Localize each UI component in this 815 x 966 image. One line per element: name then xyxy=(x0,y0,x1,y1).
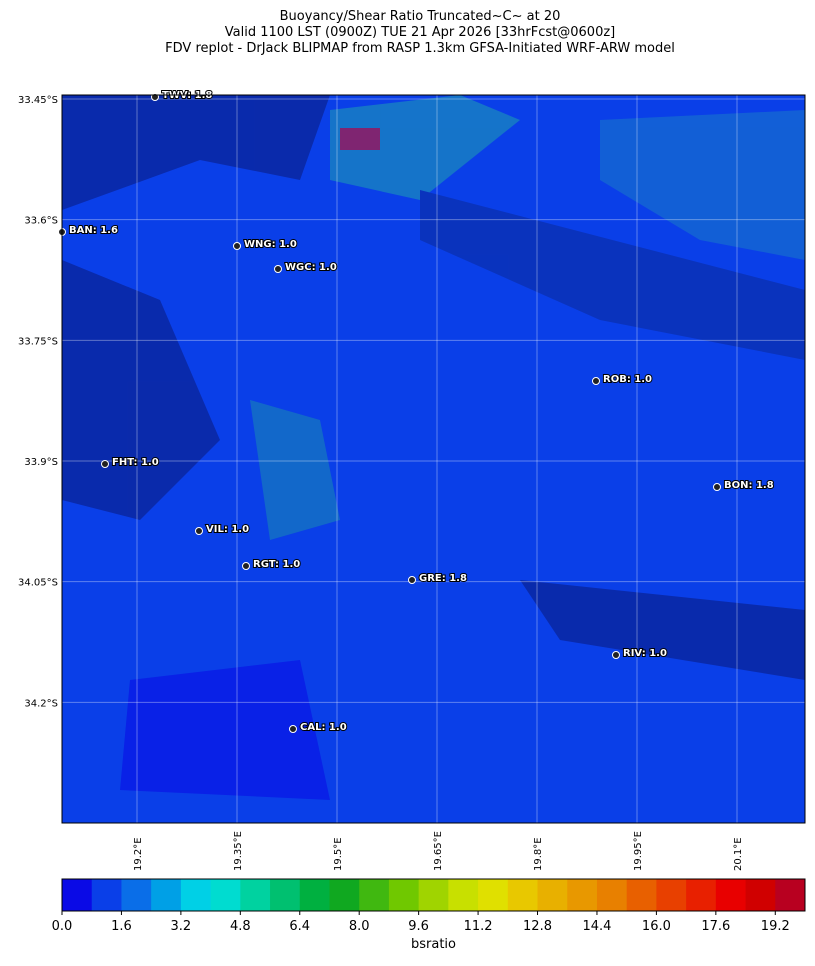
station-label: BON: 1.8 xyxy=(724,480,774,491)
station-marker xyxy=(242,562,250,570)
axis-labels: 19.2°E 19.35°E 19.5°E 19.65°E 19.8°E 19.95°E 2… xyxy=(18,95,744,871)
colorbar-swatch xyxy=(329,879,360,911)
terrain-dark xyxy=(62,260,220,520)
map-frame xyxy=(61,94,806,824)
terrain-low xyxy=(120,660,330,800)
station-label: WGC: 1.0 xyxy=(285,262,337,273)
x-tick-label: 20.1°E xyxy=(733,837,744,871)
colorbar-swatch xyxy=(448,879,479,911)
colorbar-swatch xyxy=(567,879,598,911)
colorbar-swatch xyxy=(359,879,390,911)
station-marker xyxy=(101,460,109,468)
colorbar-swatch xyxy=(270,879,301,911)
station-label: RGT: 1.0 xyxy=(253,559,300,570)
colorbar-swatch xyxy=(775,879,806,911)
title-line: Valid 1100 LST (0900Z) TUE 21 Apr 2026 [… xyxy=(225,25,616,40)
station-label: GRE: 1.8 xyxy=(419,573,467,584)
colorbar-swatch xyxy=(151,879,182,911)
colorbar-tick-label: 14.4 xyxy=(582,919,611,934)
terrain-dark xyxy=(62,95,330,210)
station-marker xyxy=(274,265,282,273)
colorbar-swatch xyxy=(62,879,93,911)
terrain-light xyxy=(250,400,340,540)
x-tick-label: 19.8°E xyxy=(533,837,544,871)
station-label: BAN: 1.6 xyxy=(69,225,118,236)
hotspot xyxy=(340,128,380,150)
colorbar-tick-label: 9.6 xyxy=(408,919,429,934)
terrain-dark xyxy=(420,190,805,360)
colorbar-swatch xyxy=(91,879,122,911)
y-tick-label: 34.05°S xyxy=(18,578,58,589)
colorbar-swatch xyxy=(388,879,420,911)
colorbar-swatch xyxy=(656,879,687,911)
station-label: CAL: 1.0 xyxy=(300,722,347,733)
x-tick-label: 19.65°E xyxy=(433,831,444,871)
station-label: FHT: 1.0 xyxy=(112,457,159,468)
station-marker xyxy=(612,651,620,659)
colorbar-swatch xyxy=(299,879,330,911)
colorbar-swatch xyxy=(537,879,568,911)
colorbar-swatch xyxy=(121,879,152,911)
title-block: Buoyancy/Shear Ratio Truncated~C~ at 20V… xyxy=(165,9,675,56)
colorbar-swatch xyxy=(596,879,628,911)
colorbar-swatch xyxy=(745,879,776,911)
colorbar-swatch xyxy=(626,879,657,911)
colorbar-swatch xyxy=(715,879,747,911)
y-tick-label: 33.75°S xyxy=(18,336,58,347)
colorbar-tick-label: 4.8 xyxy=(230,919,251,934)
station-label: WNG: 1.0 xyxy=(244,239,297,250)
graticule xyxy=(62,95,805,823)
station-marker xyxy=(408,576,416,584)
station-label: VIL: 1.0 xyxy=(206,524,249,535)
station-marker xyxy=(713,483,721,491)
x-tick-label: 19.95°E xyxy=(633,831,644,871)
colorbar-tick-label: 6.4 xyxy=(289,919,310,934)
terrain-shading xyxy=(62,95,805,800)
colorbar-swatch xyxy=(418,879,449,911)
terrain-dark xyxy=(520,580,805,680)
station-marker xyxy=(592,377,600,385)
colorbar-swatch xyxy=(240,879,271,911)
x-tick-label: 19.35°E xyxy=(233,831,244,871)
colorbar-tick-label: 12.8 xyxy=(523,919,552,934)
y-tick-label: 33.9°S xyxy=(24,457,58,468)
colorbar-swatch xyxy=(686,879,717,911)
colorbar-label: bsratio xyxy=(411,937,456,952)
colorbar-tick-label: 17.6 xyxy=(701,919,730,934)
y-tick-label: 33.45°S xyxy=(18,95,58,106)
colorbar-swatch xyxy=(210,879,241,911)
x-tick-label: 19.5°E xyxy=(333,837,344,871)
station-label: ROB: 1.0 xyxy=(603,374,652,385)
station-marker xyxy=(289,725,297,733)
colorbar-swatch xyxy=(180,879,212,911)
station-marker xyxy=(233,242,241,250)
title-line: FDV replot - DrJack BLIPMAP from RASP 1.… xyxy=(165,41,675,56)
x-tick-label: 19.2°E xyxy=(133,837,144,871)
terrain-ridge xyxy=(330,95,520,200)
station-marker xyxy=(195,527,203,535)
colorbar: 0.0 1.6 3.2 4.8 6.4 8.0 9.6 11.2 12.8 14.4 16.0 17.… xyxy=(52,878,806,952)
colorbar-tick-label: 8.0 xyxy=(349,919,370,934)
colorbar-swatch xyxy=(478,879,509,911)
colorbar-tick-label: 16.0 xyxy=(642,919,671,934)
colorbar-tick-label: 0.0 xyxy=(52,919,73,934)
colorbar-frame xyxy=(61,878,806,912)
colorbar-tick-label: 1.6 xyxy=(111,919,132,934)
title-line: Buoyancy/Shear Ratio Truncated~C~ at 20 xyxy=(280,9,561,24)
colorbar-swatch xyxy=(507,879,539,911)
colorbar-tick-label: 11.2 xyxy=(464,919,493,934)
colorbar-tick-label: 19.2 xyxy=(761,919,790,934)
colorbar-tick-label: 3.2 xyxy=(171,919,192,934)
station-label: RIV: 1.0 xyxy=(623,648,667,659)
y-tick-label: 33.6°S xyxy=(24,216,58,227)
terrain-light xyxy=(600,110,805,260)
y-tick-label: 34.2°S xyxy=(24,698,58,709)
